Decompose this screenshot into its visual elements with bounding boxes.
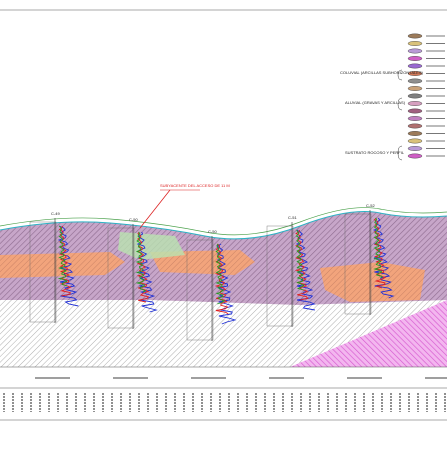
legend-symbol xyxy=(407,138,423,144)
legend-symbol xyxy=(407,131,423,136)
legend-symbol xyxy=(407,146,423,151)
borehole-label: C-51 xyxy=(288,215,297,220)
borehole-curve xyxy=(57,225,68,287)
legend-symbol xyxy=(407,56,423,61)
legend-symbol xyxy=(407,153,423,159)
borehole-curve xyxy=(135,231,146,293)
legend-symbol xyxy=(407,116,423,121)
borehole-label: C-50 xyxy=(208,229,217,234)
legend-group-label: COLUVIAL (ARCILLAS SUBHORIZONTALES) xyxy=(340,70,424,75)
legend-symbol xyxy=(407,71,423,76)
borehole-label: C-50 xyxy=(129,217,138,222)
annotation-leader xyxy=(139,189,171,229)
legend-brace xyxy=(397,69,403,81)
borehole-curve xyxy=(373,217,383,279)
legend-symbol xyxy=(407,41,423,46)
rock-layer xyxy=(290,300,447,367)
boreholes: C-49 C-50 C-50 C-51 C-52 xyxy=(29,203,395,341)
alluvial-lens xyxy=(320,262,425,302)
borehole-curve xyxy=(215,243,226,305)
legend-group-label: ALUVIAL (GRAVAS Y ARCILLAS) xyxy=(345,100,406,105)
fill-layer xyxy=(118,232,185,260)
borehole-log xyxy=(344,213,372,315)
legend-symbol xyxy=(407,108,423,114)
alluvial-lens xyxy=(150,250,255,275)
borehole-log xyxy=(107,227,135,329)
profile-table xyxy=(0,377,447,421)
legend-symbol xyxy=(407,93,423,99)
borehole-log xyxy=(29,221,57,323)
borehole-curve xyxy=(294,229,309,301)
borehole-curve xyxy=(216,243,237,325)
borehole-label: C-49 xyxy=(51,211,60,216)
terrain-line xyxy=(0,211,447,240)
legend xyxy=(397,33,445,161)
borehole-curve xyxy=(57,225,79,307)
borehole-log xyxy=(266,225,294,327)
legend-symbol xyxy=(407,63,423,69)
road-line xyxy=(0,207,447,236)
legend-symbol xyxy=(407,78,423,84)
legend-group-label: SUSTRATO ROCOSO Y PERFIL xyxy=(345,150,405,155)
legend-brace xyxy=(397,97,403,111)
annotation: SUBYACENTE DEL ACCESO DE 11 M xyxy=(160,183,230,188)
legend-symbol xyxy=(407,48,423,54)
legend-symbol xyxy=(407,33,423,39)
legend-symbol xyxy=(407,123,423,129)
borehole-curve xyxy=(295,229,305,291)
legend-symbol xyxy=(407,86,423,91)
legend-symbol xyxy=(407,101,423,106)
legend-brace xyxy=(397,145,403,161)
borehole-label: C-52 xyxy=(366,203,375,208)
borehole-log xyxy=(186,239,214,341)
